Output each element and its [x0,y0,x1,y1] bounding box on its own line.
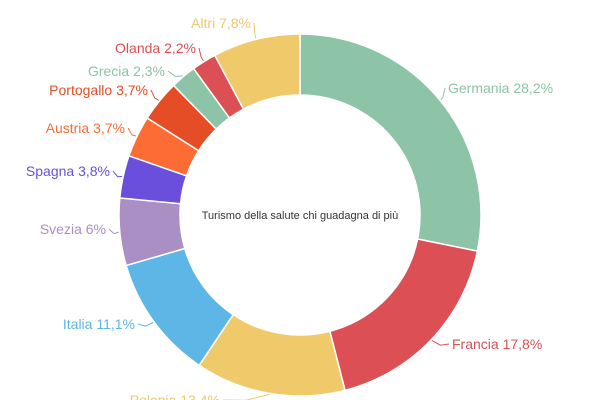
label-spagna: Spagna 3,8% [26,163,110,179]
label-svezia: Svezia 6% [40,221,106,237]
label-polonia: Polonia 13,4% [130,392,220,400]
label-olanda: Olanda 2,2% [115,40,196,56]
label-francia: Francia 17,8% [452,336,542,352]
leader-line-spagna [112,170,123,178]
leader-line-olanda [198,47,204,61]
slice-labels: Germania 28,2% Francia 17,8% Polonia 13,4%… [26,15,553,400]
leader-lines [108,22,450,400]
label-italia: Italia 11,1% [63,316,135,332]
slice-francia[interactable] [328,238,479,392]
leader-line-grecia [167,70,183,77]
label-portogallo: Portogallo 3,7% [49,82,148,98]
leader-line-italia [137,321,154,327]
leader-line-polonia [223,393,270,400]
leader-line-altri [253,22,257,39]
leader-line-portogallo [150,89,159,101]
slice-germania[interactable] [299,33,482,253]
chart-title: Turismo della salute chi guadagna di più [202,210,399,222]
leader-line-germania [440,87,446,101]
leader-line-austria [127,127,137,137]
leader-line-francia [431,339,450,346]
leader-line-svezia [108,228,119,235]
slice-altri[interactable] [213,33,301,111]
label-austria: Austria 3,7% [46,120,125,136]
label-germania: Germania 28,2% [448,80,553,96]
label-altri: Altri 7,8% [191,15,251,31]
slices [118,33,482,397]
label-grecia: Grecia 2,3% [88,63,165,79]
